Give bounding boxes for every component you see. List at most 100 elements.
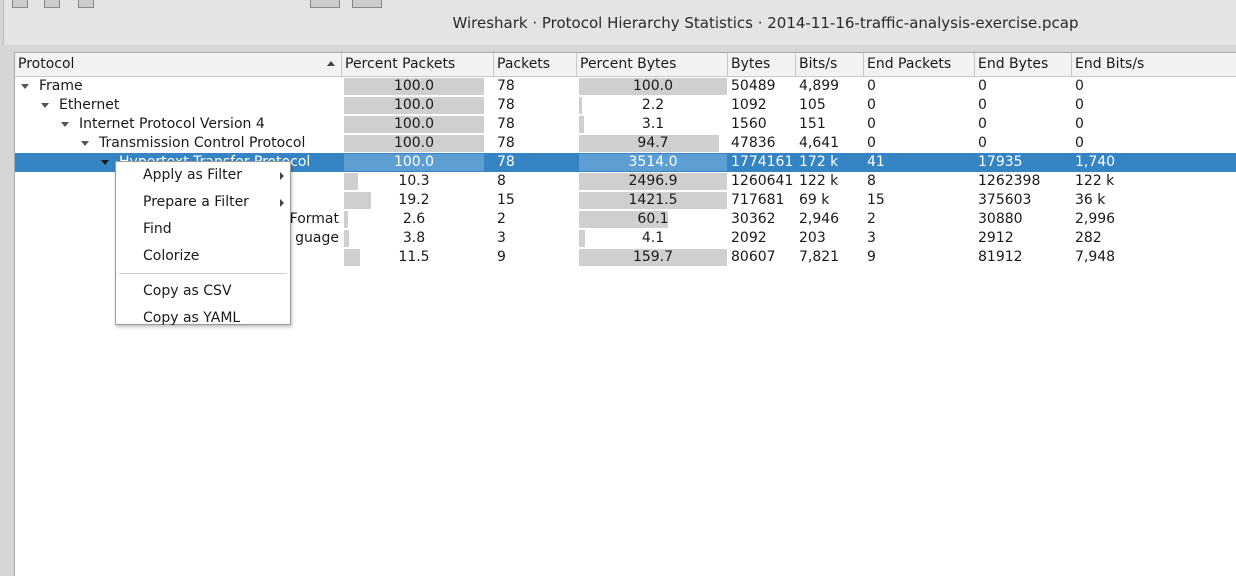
packets-cell: 78 xyxy=(497,97,515,113)
end-packets-cell: 8 xyxy=(867,173,876,189)
pct-bytes-bar-cell: 2496.9 xyxy=(579,173,727,190)
end-packets-cell: 0 xyxy=(867,78,876,94)
percent-bar-fill xyxy=(344,192,371,209)
tree-row[interactable]: Internet Protocol Version 4 100.0 78 3.1 156… xyxy=(15,115,1236,134)
column-header-end_packets[interactable]: End Packets xyxy=(864,53,975,76)
percent-bar-fill xyxy=(579,97,582,114)
bits-cell: 151 xyxy=(799,116,826,132)
packets-cell: 8 xyxy=(497,173,506,189)
tree-row[interactable]: Format 2.6 2 60.1 30362 2,946 2 30880 2,996 xyxy=(15,210,1236,229)
column-header-pct_packets[interactable]: Percent Packets xyxy=(342,53,494,76)
percent-bar-fill xyxy=(579,230,585,247)
menu-item-prepare-a-filter[interactable]: Prepare a Filter xyxy=(116,189,290,216)
protocol-cell: guage xyxy=(15,229,342,248)
column-header-bytes[interactable]: Bytes xyxy=(728,53,796,76)
end-bytes-cell: 0 xyxy=(978,78,987,94)
protocol-cell: Format xyxy=(15,210,342,229)
end-bits-cell: 36 k xyxy=(1075,192,1106,208)
percent-value: 2496.9 xyxy=(628,173,678,189)
percent-bar-fill xyxy=(344,173,358,190)
bits-cell: 4,641 xyxy=(799,135,840,151)
bytes-cell: 1774161 xyxy=(731,154,794,170)
expand-arrow-icon[interactable] xyxy=(21,84,29,89)
percent-bar-fill xyxy=(579,154,727,171)
end-bytes-cell: 0 xyxy=(978,97,987,113)
menu-item-find[interactable]: Find xyxy=(116,216,290,243)
protocol-label: Ethernet xyxy=(59,97,120,113)
packets-cell: 78 xyxy=(497,78,515,94)
percent-value: 100.0 xyxy=(393,78,435,94)
menu-item-apply-as-filter[interactable]: Apply as Filter xyxy=(116,162,290,189)
tree-row[interactable]: 19.2 15 1421.5 717681 69 k 15 375603 36 k xyxy=(15,191,1236,210)
column-header-protocol[interactable]: Protocol xyxy=(15,53,342,76)
percent-value: 10.3 xyxy=(398,173,430,189)
pct-bytes-bar-cell: 159.7 xyxy=(579,249,727,266)
end-packets-cell: 3 xyxy=(867,230,876,246)
menu-item-copy-as-yaml[interactable]: Copy as YAML xyxy=(116,305,290,332)
pct-bytes-bar-cell: 3.1 xyxy=(579,116,727,133)
menu-item-copy-as-csv[interactable]: Copy as CSV xyxy=(116,278,290,305)
percent-bar-fill xyxy=(344,230,349,247)
bytes-cell: 47836 xyxy=(731,135,776,151)
packets-cell: 3 xyxy=(497,230,506,246)
tree-row[interactable]: 10.3 8 2496.9 1260641 122 k 8 1262398 122 k xyxy=(15,172,1236,191)
tree-row[interactable]: guage 3.8 3 4.1 2092 203 3 2912 282 xyxy=(15,229,1236,248)
tree-row[interactable]: Transmission Control Protocol 100.0 78 94.7… xyxy=(15,134,1236,153)
context-menu: Apply as Filter Prepare a Filter Find Color… xyxy=(115,161,291,326)
end-bytes-cell: 0 xyxy=(978,135,987,151)
end-packets-cell: 41 xyxy=(867,154,885,170)
protocol-cell: Ethernet xyxy=(15,96,342,115)
pct-packets-bar-cell: 3.8 xyxy=(344,230,484,247)
bits-cell: 172 k xyxy=(799,154,839,170)
end-bits-cell: 0 xyxy=(1075,135,1084,151)
window-titlebar[interactable]: Wireshark · Protocol Hierarchy Statistic… xyxy=(3,0,1236,45)
tree-row[interactable]: Frame 100.0 78 100.0 50489 4,899 0 0 0 xyxy=(15,77,1236,96)
percent-value: 100.0 xyxy=(632,78,674,94)
column-header-label: End Bytes xyxy=(978,56,1049,72)
packets-cell: 9 xyxy=(497,249,506,265)
column-header-label: End Packets xyxy=(867,56,952,72)
percent-bar-fill xyxy=(344,78,484,95)
percent-value: 159.7 xyxy=(632,249,674,265)
column-header-end_bits[interactable]: End Bits/s xyxy=(1072,53,1236,76)
tree-row[interactable]: 11.5 9 159.7 80607 7,821 9 81912 7,948 xyxy=(15,248,1236,267)
pct-bytes-bar-cell: 1421.5 xyxy=(579,192,727,209)
pct-bytes-bar-cell: 4.1 xyxy=(579,230,727,247)
expand-arrow-icon[interactable] xyxy=(61,122,69,127)
bits-cell: 69 k xyxy=(799,192,830,208)
percent-value: 100.0 xyxy=(393,135,435,151)
packets-cell: 2 xyxy=(497,211,506,227)
pct-packets-bar-cell: 100.0 xyxy=(344,78,484,95)
protocol-label: Transmission Control Protocol xyxy=(99,135,306,151)
end-packets-cell: 0 xyxy=(867,135,876,151)
expand-arrow-icon[interactable] xyxy=(81,141,89,146)
tree-header: Protocol Percent Packets Packets Percent By… xyxy=(15,53,1236,77)
column-header-pct_bytes[interactable]: Percent Bytes xyxy=(577,53,728,76)
menu-item-label: Copy as CSV xyxy=(143,283,232,299)
column-header-label: Bits/s xyxy=(799,56,838,72)
bytes-cell: 50489 xyxy=(731,78,776,94)
expand-arrow-icon[interactable] xyxy=(101,160,109,165)
packets-cell: 78 xyxy=(497,135,515,151)
end-packets-cell: 0 xyxy=(867,97,876,113)
bits-cell: 4,899 xyxy=(799,78,840,94)
column-header-packets[interactable]: Packets xyxy=(494,53,577,76)
percent-value: 100.0 xyxy=(393,116,435,132)
percent-value: 100.0 xyxy=(393,154,435,170)
tree-row[interactable]: Ethernet 100.0 78 2.2 1092 105 0 0 0 xyxy=(15,96,1236,115)
percent-bar-fill xyxy=(579,192,727,209)
end-packets-cell: 2 xyxy=(867,211,876,227)
menu-item-colorize[interactable]: Colorize xyxy=(116,243,290,270)
expand-arrow-icon[interactable] xyxy=(41,103,49,108)
end-bits-cell: 2,996 xyxy=(1075,211,1116,227)
menu-item-label: Apply as Filter xyxy=(143,167,242,183)
column-header-end_bytes[interactable]: End Bytes xyxy=(975,53,1072,76)
end-packets-cell: 0 xyxy=(867,116,876,132)
pct-packets-bar-cell: 11.5 xyxy=(344,249,484,266)
end-bytes-cell: 375603 xyxy=(978,192,1032,208)
percent-value: 2.6 xyxy=(402,211,426,227)
column-header-bits[interactable]: Bits/s xyxy=(796,53,864,76)
percent-value: 11.5 xyxy=(398,249,430,265)
pct-packets-bar-cell: 100.0 xyxy=(344,116,484,133)
bytes-cell: 2092 xyxy=(731,230,767,246)
